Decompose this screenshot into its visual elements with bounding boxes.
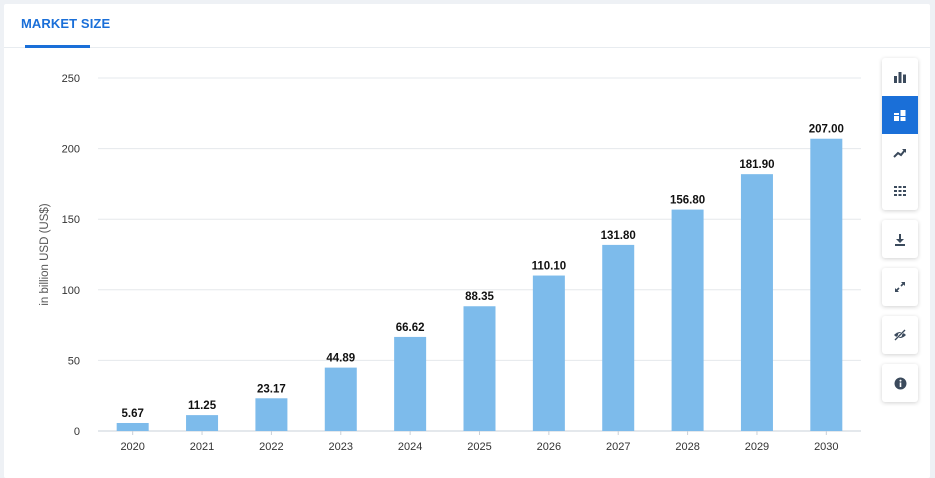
data-label: 23.17 xyxy=(257,383,286,395)
data-label: 5.67 xyxy=(121,408,143,420)
y-tick-label: 100 xyxy=(62,285,80,297)
download-icon xyxy=(894,233,906,246)
x-tick-label: 2030 xyxy=(814,441,838,453)
download-toolbar xyxy=(882,220,918,258)
table-grid-icon xyxy=(893,185,907,197)
bar-2026 xyxy=(532,275,565,431)
chart-type-toolbar xyxy=(882,58,918,210)
y-tick-label: 200 xyxy=(62,144,80,156)
x-tick-label: 2029 xyxy=(745,441,769,453)
bar-2030 xyxy=(810,138,843,431)
y-tick-label: 50 xyxy=(68,355,80,367)
info-button[interactable] xyxy=(882,364,918,402)
card-header: MARKET SIZE xyxy=(4,4,930,48)
data-label: 131.80 xyxy=(601,230,636,242)
bar-2021 xyxy=(186,415,219,431)
info-toolbar xyxy=(882,364,918,402)
bar-2027 xyxy=(602,244,635,431)
y-tick-label: 250 xyxy=(62,73,80,85)
tab-market-size[interactable]: MARKET SIZE xyxy=(21,16,111,31)
data-label: 156.80 xyxy=(670,195,705,207)
x-tick-label: 2024 xyxy=(398,441,422,453)
y-tick-label: 0 xyxy=(74,426,80,438)
hide-eye-button[interactable] xyxy=(882,316,918,354)
y-tick-label: 150 xyxy=(62,214,80,226)
x-tick-label: 2028 xyxy=(675,441,699,453)
tab-underline xyxy=(25,45,90,48)
bar-2028 xyxy=(671,209,704,431)
data-label: 207.00 xyxy=(809,124,844,136)
y-axis-label: in billion USD (US$) xyxy=(39,203,51,305)
x-tick-label: 2020 xyxy=(120,441,144,453)
x-tick-label: 2027 xyxy=(606,441,630,453)
info-icon xyxy=(894,377,907,390)
bar-2025 xyxy=(463,306,496,431)
data-label: 44.89 xyxy=(326,353,355,365)
data-label: 110.10 xyxy=(532,261,567,273)
data-label: 66.62 xyxy=(396,322,425,334)
x-tick-label: 2026 xyxy=(537,441,561,453)
x-tick-label: 2025 xyxy=(467,441,491,453)
download-button[interactable] xyxy=(882,220,918,258)
expand-toolbar xyxy=(882,268,918,306)
trend-line-button[interactable] xyxy=(882,134,918,172)
x-tick-label: 2021 xyxy=(190,441,214,453)
hide-eye-icon xyxy=(893,329,907,341)
hide-toolbar xyxy=(882,316,918,354)
bar-2024 xyxy=(394,336,427,431)
stacked-bar-button[interactable] xyxy=(882,96,918,134)
expand-button[interactable] xyxy=(882,268,918,306)
bar-2023 xyxy=(324,367,357,431)
bar-2029 xyxy=(740,174,773,431)
table-grid-button[interactable] xyxy=(882,172,918,210)
x-tick-label: 2023 xyxy=(329,441,353,453)
data-label: 11.25 xyxy=(188,400,217,412)
data-label: 181.90 xyxy=(739,159,774,171)
data-label: 88.35 xyxy=(465,291,494,303)
trend-line-icon xyxy=(893,147,907,159)
expand-icon xyxy=(894,281,906,293)
stacked-bar-icon xyxy=(893,109,907,121)
bar-2020 xyxy=(116,422,149,431)
bar-chart-icon xyxy=(893,71,907,83)
x-tick-label: 2022 xyxy=(259,441,283,453)
bar-chart-button[interactable] xyxy=(882,58,918,96)
bar-2022 xyxy=(255,398,288,431)
